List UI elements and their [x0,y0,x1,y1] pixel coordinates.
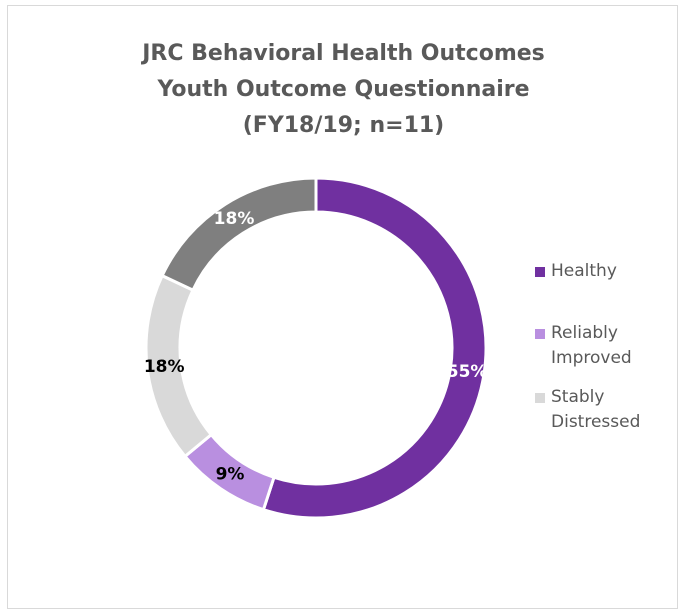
legend-swatch-stably-distressed [535,393,545,403]
legend-item-reliably-improved: Reliably Improved [535,321,671,371]
data-label-3: 18% [144,357,185,377]
legend-label-reliably-improved: Reliably Improved [551,323,632,368]
legend-label-healthy: Healthy [551,261,617,281]
legend-label-stably-distressed: Stably Distressed [551,387,641,432]
donut-slice-4 [160,176,318,293]
data-label-4: 18% [214,209,255,229]
data-label-2: 9% [216,465,245,485]
data-label-1: 55% [447,362,488,382]
donut-chart: 55% 9% 18% 18% [144,176,488,520]
chart-title-line-1: JRC Behavioral Health Outcomes [142,41,545,66]
chart-title-line-2: Youth Outcome Questionnaire [157,77,530,102]
donut-slice-1 [261,176,488,520]
legend-swatch-reliably-improved [535,329,545,339]
legend-item-healthy: Healthy [535,259,671,284]
legend-item-stably-distressed: Stably Distressed [535,385,671,435]
chart-title: JRC Behavioral Health Outcomes Youth Out… [8,36,679,144]
legend-swatch-healthy [535,267,545,277]
chart-area: JRC Behavioral Health Outcomes Youth Out… [7,5,678,609]
chart-title-line-3: (FY18/19; n=11) [242,113,445,138]
